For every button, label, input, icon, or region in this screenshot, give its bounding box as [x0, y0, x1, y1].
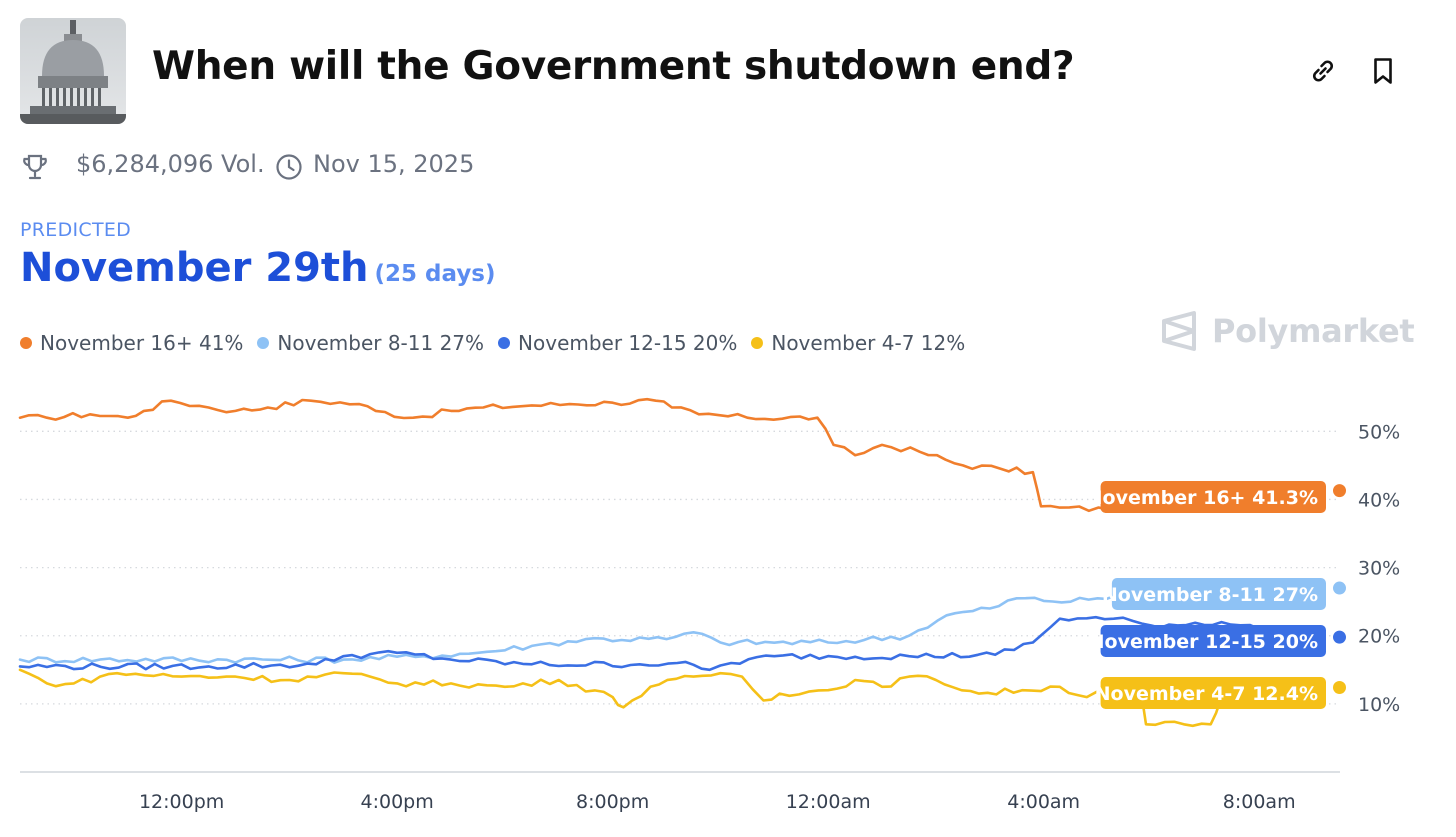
copy-link-button[interactable] — [1306, 54, 1340, 88]
end-date-text: Nov 15, 2025 — [313, 150, 475, 178]
page-title: When will the Government shutdown end? — [152, 44, 1075, 89]
legend-label: November 16+ 41% — [40, 331, 244, 355]
y-tick-label: 40% — [1358, 489, 1400, 511]
legend-item: November 8-11 27% — [257, 331, 484, 355]
x-tick-label: 8:00pm — [576, 791, 649, 813]
polymarket-logo: Polymarket — [1160, 309, 1415, 353]
legend-dot — [257, 337, 270, 349]
legend-label: November 12-15 20% — [518, 331, 738, 355]
brand-name: Polymarket — [1212, 312, 1415, 350]
trophy-icon — [20, 152, 50, 188]
bookmark-icon — [1374, 58, 1392, 84]
predicted-value: November 29th — [20, 245, 369, 291]
legend-dot — [20, 337, 32, 349]
series-end-badge — [1100, 625, 1326, 657]
predicted-outcome: November 29th (25 days) — [20, 245, 496, 291]
y-tick-label: 30% — [1358, 558, 1400, 580]
series-end-dot — [1333, 630, 1346, 644]
y-tick-label: 50% — [1358, 421, 1400, 443]
x-tick-label: 4:00am — [1007, 791, 1080, 813]
y-tick-label: 20% — [1358, 626, 1400, 648]
series-end-label: November 4-7 12.4% — [1095, 683, 1318, 705]
predicted-days: (25 days) — [374, 261, 496, 287]
series-line — [18, 615, 1315, 672]
market-thumbnail — [20, 18, 126, 124]
legend-item: November 4-7 12% — [751, 331, 965, 355]
capitol-dome-image — [20, 18, 126, 124]
series-end-dot — [1333, 681, 1346, 695]
x-tick-label: 12:00pm — [139, 791, 224, 813]
predicted-label: PREDICTED — [20, 219, 132, 241]
series-end-label: November 12-15 20% — [1089, 631, 1318, 653]
legend-dot — [751, 337, 764, 349]
volume-text: $6,284,096 Vol. — [76, 150, 265, 178]
series-end-badge — [1100, 677, 1326, 709]
legend-label: November 4-7 12% — [771, 331, 966, 355]
legend-item: November 12-15 20% — [498, 331, 737, 355]
x-tick-label: 12:00am — [786, 791, 871, 813]
legend-item: November 16+ 41% — [20, 331, 243, 355]
polymarket-icon — [1162, 311, 1196, 351]
x-tick-label: 4:00pm — [361, 791, 434, 813]
series-line — [18, 397, 1315, 513]
clock-icon — [274, 152, 304, 188]
series-end-label: November 16+ 41.3% — [1087, 487, 1318, 509]
x-tick-label: 8:00am — [1223, 791, 1296, 813]
series-line — [18, 584, 1315, 664]
link-icon — [1312, 60, 1334, 82]
y-tick-label: 10% — [1358, 694, 1400, 716]
bookmark-button[interactable] — [1366, 54, 1400, 88]
series-end-dot — [1333, 484, 1346, 498]
series-end-dot — [1333, 581, 1346, 595]
series-end-badge — [1100, 481, 1326, 513]
legend-label: November 8-11 27% — [277, 331, 485, 355]
series-end-label: November 8-11 27% — [1102, 584, 1318, 606]
legend-dot — [498, 337, 511, 349]
chart-legend: November 16+ 41% November 8-11 27% Novem… — [20, 331, 979, 355]
series-end-badge — [1111, 578, 1326, 610]
